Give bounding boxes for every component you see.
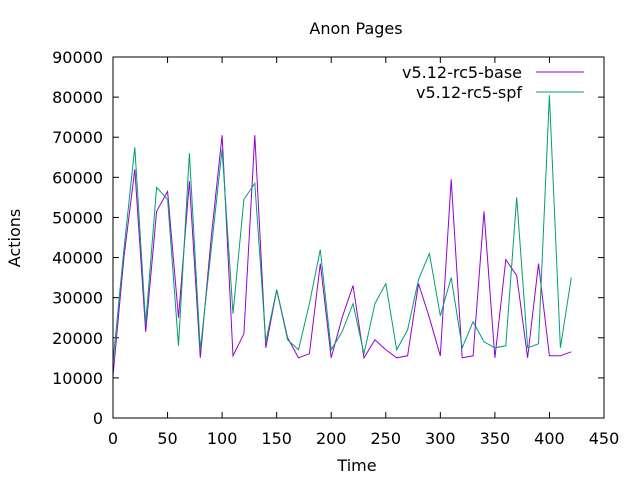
- y-tick-label: 90000: [52, 48, 103, 67]
- series-lines: [112, 95, 572, 376]
- x-tick-label: 0: [108, 429, 118, 448]
- x-tick-label: 250: [371, 429, 402, 448]
- y-tick-label: 60000: [52, 168, 103, 187]
- axis-ticks: 0 10000 20000 30000 40000 50000 60000 70000 8000…: [52, 48, 619, 448]
- y-axis-title: Actions: [5, 209, 24, 267]
- y-tick-label: 70000: [52, 128, 103, 147]
- series-line-2: [112, 95, 572, 362]
- x-axis-title: Time: [336, 456, 376, 475]
- y-tick-label: 50000: [52, 208, 103, 227]
- x-tick-label: 50: [157, 429, 177, 448]
- x-tick-label: 150: [261, 429, 292, 448]
- y-tick-label: 0: [93, 409, 103, 428]
- x-tick-label: 300: [425, 429, 456, 448]
- series-line-1: [112, 135, 572, 376]
- x-tick-label: 100: [207, 429, 238, 448]
- chart-title: Anon Pages: [309, 19, 402, 38]
- x-tick-label: 200: [316, 429, 347, 448]
- legend-label-1: v5.12-rc5-base: [402, 63, 522, 82]
- y-tick-label: 80000: [52, 88, 103, 107]
- x-tick-label: 350: [480, 429, 511, 448]
- y-tick-label: 20000: [52, 329, 103, 348]
- y-tick-label: 30000: [52, 289, 103, 308]
- plot-frame: [112, 56, 605, 419]
- legend-label-2: v5.12-rc5-spf: [416, 83, 522, 102]
- x-tick-label: 450: [589, 429, 620, 448]
- y-tick-label: 40000: [52, 249, 103, 268]
- y-tick-label: 10000: [52, 369, 103, 388]
- x-tick-label: 400: [534, 429, 565, 448]
